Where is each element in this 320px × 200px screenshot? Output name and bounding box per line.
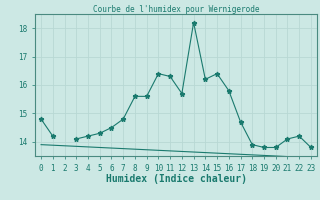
- X-axis label: Humidex (Indice chaleur): Humidex (Indice chaleur): [106, 174, 246, 184]
- Title: Courbe de l'humidex pour Wernigerode: Courbe de l'humidex pour Wernigerode: [93, 5, 259, 14]
